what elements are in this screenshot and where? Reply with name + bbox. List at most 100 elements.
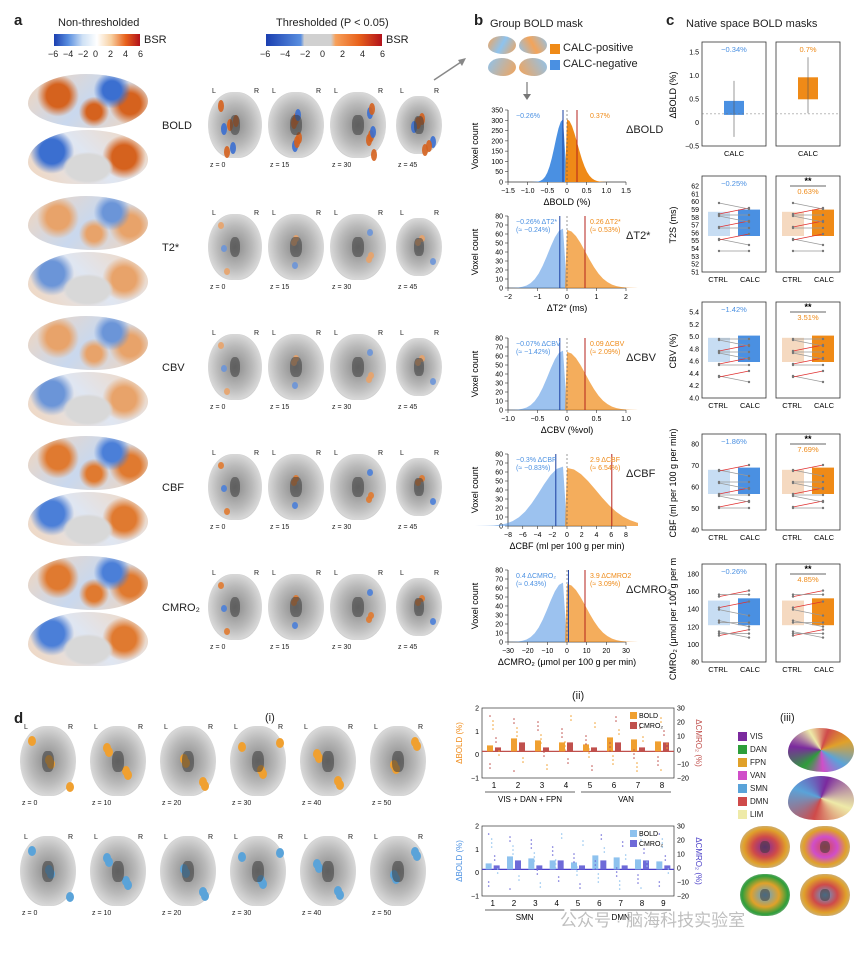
y-tick: 80 bbox=[495, 336, 503, 343]
paired-line bbox=[718, 601, 750, 608]
medial-surface bbox=[28, 130, 148, 184]
paired-line bbox=[718, 233, 750, 241]
legend-swatch-cmro bbox=[630, 840, 637, 847]
boxplot-ytick: 62 bbox=[691, 184, 699, 191]
boxplot-ytick: 40 bbox=[691, 528, 699, 535]
box-calc bbox=[812, 335, 834, 362]
axial-R: R bbox=[378, 330, 384, 337]
panel-d-sub-iii: (iii) bbox=[780, 712, 795, 724]
boxplot-xlabel: CTRL bbox=[782, 665, 802, 674]
scatter-point bbox=[495, 741, 497, 743]
neg-annot-2: (≈ −1.42%) bbox=[516, 349, 550, 356]
y-tick-right: 20 bbox=[677, 720, 685, 727]
hist-positive bbox=[565, 229, 638, 288]
boxplot-xlabel: CTRL bbox=[782, 401, 802, 410]
slice-label: z = 30 bbox=[332, 404, 352, 411]
medial-surface bbox=[28, 492, 148, 546]
scatter-point bbox=[564, 749, 566, 751]
bar-bold bbox=[487, 745, 493, 752]
box-calc bbox=[812, 598, 834, 626]
scatter-point bbox=[533, 860, 536, 862]
paired-line bbox=[718, 339, 750, 347]
x-tick: −1.0 bbox=[521, 188, 535, 195]
scatter-point bbox=[658, 885, 661, 887]
x-tick: −2 bbox=[548, 532, 556, 539]
y-tick: 0 bbox=[499, 524, 503, 531]
boxplot-row-0: ΔBOLD (%) −0.5 0 0.5 1.0 1.5 CALC −0.34% CALC 0.7… bbox=[668, 41, 841, 158]
y-tick: 60 bbox=[495, 470, 503, 477]
x-tick: 8 bbox=[660, 781, 665, 790]
network-swatch bbox=[738, 784, 747, 793]
pos-annot: 2.9 ΔCBF bbox=[590, 457, 620, 464]
x-tick: 2 bbox=[624, 294, 628, 301]
y-tick-right: 30 bbox=[677, 706, 685, 713]
arrow-down bbox=[523, 82, 531, 100]
scatter-point bbox=[573, 853, 575, 855]
net-axial-slice bbox=[160, 726, 216, 796]
scatter-point bbox=[515, 866, 517, 868]
axial-slice bbox=[330, 92, 386, 161]
scatter-point bbox=[557, 880, 560, 882]
y-tick: 250 bbox=[491, 128, 503, 135]
scatter-point bbox=[667, 868, 670, 870]
colorbar-unit: BSR bbox=[144, 34, 167, 46]
scatter-point bbox=[642, 736, 644, 738]
boxplot-ytick: 60 bbox=[691, 485, 699, 492]
paired-line bbox=[792, 601, 824, 608]
bar-cmro bbox=[639, 747, 645, 752]
ylabel-right: ΔCMRO₂ (%) bbox=[694, 837, 702, 885]
scatter-point bbox=[490, 838, 493, 840]
axial-slice bbox=[396, 338, 442, 396]
scatter-point bbox=[615, 867, 618, 869]
scatter-point bbox=[637, 882, 639, 884]
x-tick: 30 bbox=[622, 648, 630, 655]
scatter-point bbox=[490, 846, 493, 848]
scatter-point bbox=[609, 742, 611, 744]
x-tick: 5 bbox=[588, 781, 593, 790]
scatter-point bbox=[609, 746, 611, 748]
axial-slice bbox=[268, 92, 324, 158]
boxplot-xlabel: CALC bbox=[814, 665, 835, 674]
scatter-point bbox=[576, 866, 578, 868]
net-axial-slice bbox=[90, 726, 146, 796]
axial-R: R bbox=[254, 330, 260, 337]
neg-annot-2: (≈ −0.24%) bbox=[516, 227, 550, 234]
y-tick: 50 bbox=[495, 595, 503, 602]
scatter-point bbox=[516, 731, 518, 733]
boxplot-ytick: 80 bbox=[691, 442, 699, 449]
colorbar-nonthresh bbox=[54, 34, 140, 46]
axial-L: L bbox=[400, 330, 404, 337]
y-tick: 20 bbox=[495, 390, 503, 397]
boxplot-ylabel: CMRO₂ (μmol per 100 g per min) bbox=[668, 558, 678, 680]
bar-bold bbox=[559, 742, 565, 752]
boxplot-ylabel: CBV (%) bbox=[668, 333, 678, 368]
scatter-point bbox=[540, 742, 542, 744]
y-tick: 10 bbox=[495, 631, 503, 638]
x-tick: 10 bbox=[583, 648, 591, 655]
x-tick: 1.5 bbox=[621, 188, 631, 195]
lateral-surface bbox=[28, 316, 148, 370]
scatter-point bbox=[561, 728, 563, 730]
scatter-point bbox=[612, 755, 614, 757]
slice-label: z = 15 bbox=[270, 162, 290, 169]
paired-line bbox=[792, 469, 824, 477]
bar-cmro bbox=[543, 747, 549, 752]
boxplot-xlabel: CALC bbox=[740, 401, 761, 410]
legend-calc-pos-swatch bbox=[550, 44, 560, 54]
y-tick: 20 bbox=[495, 506, 503, 513]
scatter-point bbox=[496, 868, 499, 870]
slice-label: z = 20 bbox=[162, 800, 182, 807]
hist-ylabel: Voxel count bbox=[470, 466, 480, 513]
sig-marker: ** bbox=[804, 564, 812, 574]
slice-label: z = 50 bbox=[372, 800, 392, 807]
pos-annot: 3.9 ΔCMRO2 bbox=[590, 573, 631, 580]
y-tick: 70 bbox=[495, 223, 503, 230]
boxplot-ytick: 50 bbox=[691, 506, 699, 513]
hist-xlabel: ΔBOLD (%) bbox=[543, 197, 590, 207]
x-tick: 7 bbox=[618, 899, 623, 908]
legend-bold: BOLD bbox=[639, 713, 658, 720]
x-tick: 0 bbox=[565, 648, 569, 655]
axial-slice bbox=[208, 214, 262, 280]
x-tick: 9 bbox=[661, 899, 666, 908]
scatter-point bbox=[591, 769, 593, 771]
